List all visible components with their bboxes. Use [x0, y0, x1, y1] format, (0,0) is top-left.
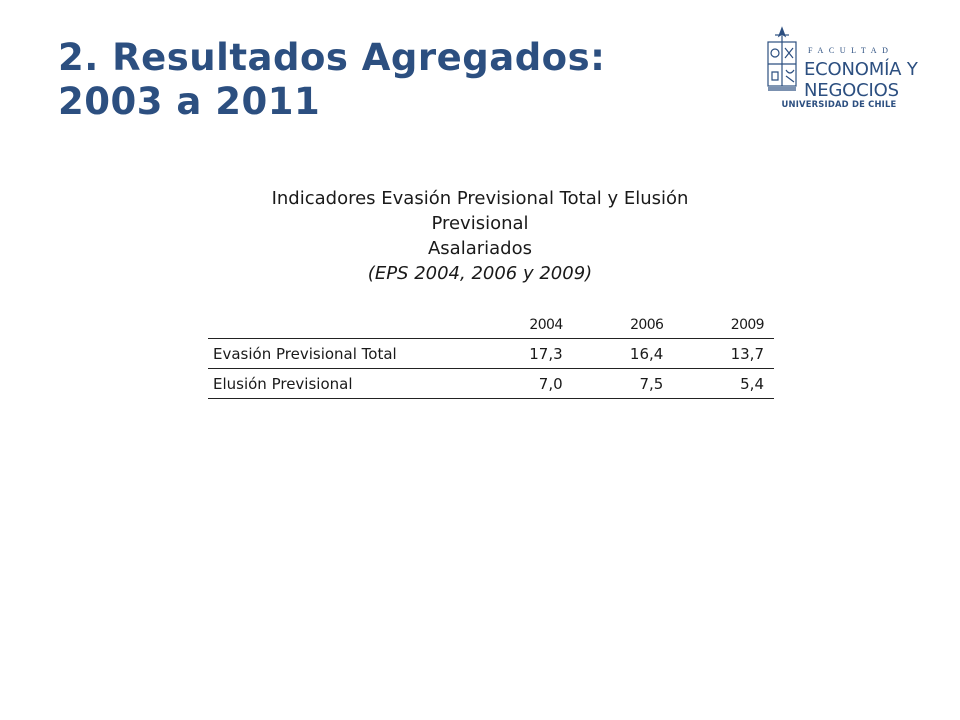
university-seal-icon — [767, 26, 797, 91]
table-header-cell: 2009 — [673, 312, 774, 339]
caption-line-2: Previsional — [431, 213, 529, 234]
caption-line-4: (EPS 2004, 2006 y 2009) — [367, 263, 593, 284]
table-cell: 17,3 — [472, 338, 573, 369]
table-cell: 7,0 — [472, 368, 573, 399]
table-cell: 16,4 — [572, 338, 674, 369]
table-row: Evasión Previsional Total 17,3 16,4 13,7 — [208, 338, 774, 369]
table-caption: Indicadores Evasión Previsional Total y … — [190, 186, 770, 286]
indicators-table: 2004 2006 2009 Evasión Previsional Total… — [208, 312, 774, 399]
logo-facultad: FACULTAD — [808, 46, 894, 55]
slide-title-line-2: 2003 a 2011 — [58, 80, 321, 123]
table-header-cell: 2004 — [472, 312, 573, 339]
logo-negocios: NEGOCIOS — [804, 80, 899, 101]
logo-university: UNIVERSIDAD DE CHILE — [781, 99, 897, 109]
row-label: Elusión Previsional — [208, 368, 472, 399]
table-header-cell — [208, 312, 472, 339]
table-cell: 7,5 — [572, 368, 674, 399]
caption-line-3: Asalariados — [427, 238, 532, 259]
table-cell: 5,4 — [673, 368, 774, 399]
slide-title-line-1: 2. Resultados Agregados: — [58, 36, 606, 79]
logo-economia: ECONOMÍA Y — [804, 59, 918, 80]
table-row: Elusión Previsional 7,0 7,5 5,4 — [208, 368, 774, 399]
table-cell: 13,7 — [673, 338, 774, 369]
table-header-row: 2004 2006 2009 — [208, 312, 774, 339]
caption-line-1: Indicadores Evasión Previsional Total y … — [271, 188, 689, 209]
table-header-cell: 2006 — [572, 312, 674, 339]
slide-title: 2. Resultados Agregados: 2003 a 2011 — [58, 36, 605, 124]
row-label: Evasión Previsional Total — [208, 338, 472, 369]
faculty-logo: FACULTAD ECONOMÍA Y NEGOCIOS UNIVERSIDAD… — [762, 26, 918, 110]
